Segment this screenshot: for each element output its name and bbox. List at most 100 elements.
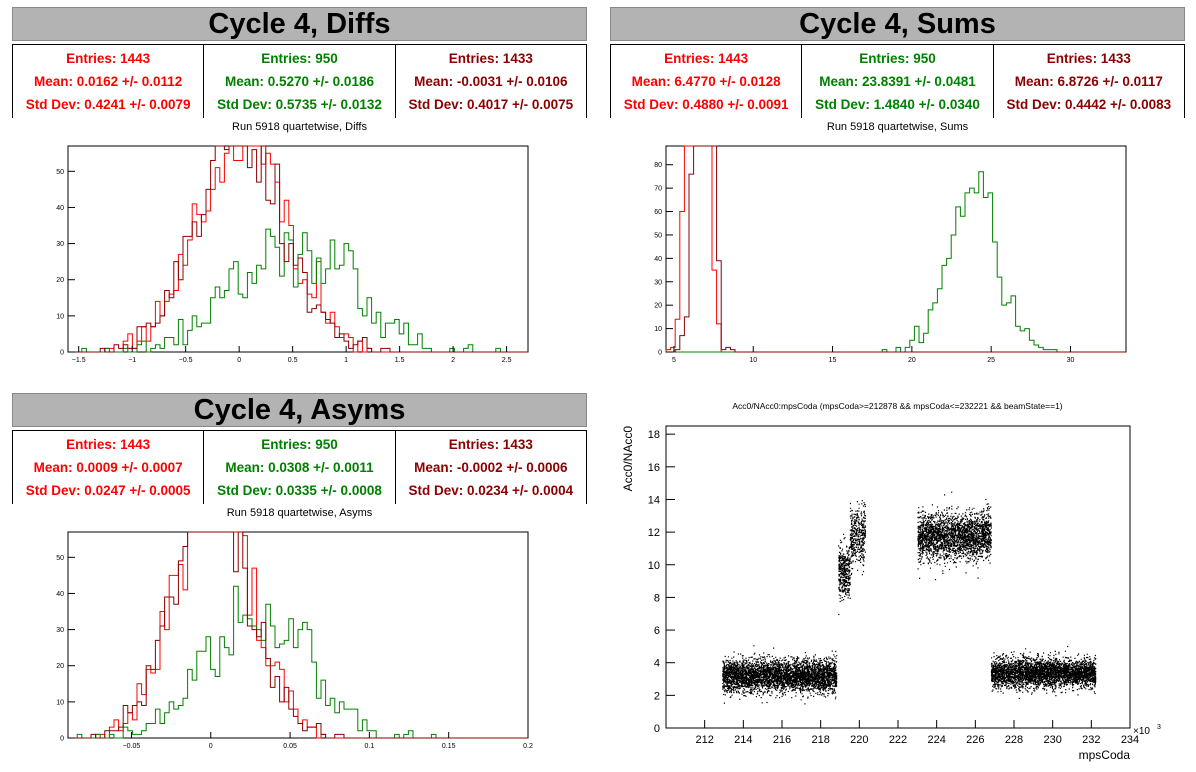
x-tick-label: 20 [908,357,916,364]
x-tick-label: 0 [237,357,241,364]
histogram-series-line [68,145,528,353]
y-tick-label: 40 [56,591,64,598]
stat-std: Std Dev: 0.0247 +/- 0.0005 [25,483,191,498]
y-tick-label: 0 [60,350,64,357]
y-tick-label: 80 [654,162,662,169]
y-tick-label: 0 [654,723,660,735]
diffs-stat-box-1: Entries: 1443 Mean: 0.0162 +/- 0.0112 St… [13,44,205,118]
y-tick-label: 20 [56,277,64,284]
x-tick-label: −1 [128,357,136,364]
stat-mean: Mean: -0.0031 +/- 0.0106 [414,74,568,89]
diffs-subtitle: Run 5918 quartetwise, Diffs [232,121,367,133]
stat-mean: Mean: 6.4770 +/- 0.0128 [631,74,781,89]
stat-std: Std Dev: 0.0234 +/- 0.0004 [408,483,574,498]
y-tick-label: 30 [56,241,64,248]
y-axis-label: Acc0/NAcc0 [621,426,635,492]
x-tick-label: 2.5 [502,357,512,364]
y-tick-label: 10 [56,699,64,706]
asyms-stat-box-1: Entries: 1443 Mean: 0.0009 +/- 0.0007 St… [13,430,205,504]
plot-frame [67,531,529,739]
y-tick-label: 40 [654,256,662,263]
y-tick-label: 0 [658,350,662,357]
x-tick-label: 234 [1121,734,1139,746]
stat-std: Std Dev: 0.5735 +/- 0.0132 [217,97,382,112]
x-tick-label: 1 [344,357,348,364]
stat-mean: Mean: 23.8391 +/- 0.0481 [819,74,976,89]
y-tick-label: 60 [654,209,662,216]
x-tick-label: 15 [829,357,837,364]
histogram-series-line [666,145,1126,353]
x-tick-label: 224 [927,734,945,746]
asyms-subtitle: Run 5918 quartetwise, Asyms [226,507,373,519]
y-tick-label: 70 [654,186,662,193]
sums-subtitle: Run 5918 quartetwise, Sums [826,121,969,133]
scatter-title: Acc0/NAcc0:mpsCoda (mpsCoda>=212878 && m… [732,401,1063,411]
y-tick-label: 14 [648,494,660,506]
x-tick-label: 0.2 [523,743,533,750]
y-tick-label: 40 [56,205,64,212]
y-tick-label: 20 [56,663,64,670]
x-tick-label: 0.05 [283,743,297,750]
asyms-stats: Entries: 1443 Mean: 0.0009 +/- 0.0007 St… [12,430,587,504]
y-tick-label: 50 [654,232,662,239]
x-axis-exponent-power: 3 [1157,724,1161,731]
x-tick-label: 228 [1005,734,1023,746]
x-tick-label: 0.15 [442,743,456,750]
x-tick-label: 232 [1082,734,1100,746]
y-tick-label: 10 [654,326,662,333]
stat-std: Std Dev: 0.4880 +/- 0.0091 [623,97,789,112]
x-tick-label: −1.5 [72,357,86,364]
diffs-stats: Entries: 1443 Mean: 0.0162 +/- 0.0112 St… [12,44,587,118]
stat-mean: Mean: 0.5270 +/- 0.0186 [225,74,374,89]
x-tick-label: 212 [695,734,713,746]
plot-frame [67,145,529,353]
histogram-series-line [68,228,528,353]
x-tick-label: 25 [987,357,995,364]
acc0-scatter-plot: 212 214 216 218 220 222 224 226 228 230 232 234 0 2 4 6… [621,425,1161,762]
y-tick-label: 30 [56,627,64,634]
y-tick-label: 50 [56,555,64,562]
histogram-series-line [68,145,528,353]
x-tick-label: 0 [209,743,213,750]
asyms-stat-box-3: Entries: 1433 Mean: -0.0002 +/- 0.0006 S… [395,430,586,504]
y-tick-label: 0 [60,736,64,743]
y-tick-label: 50 [56,169,64,176]
stat-std: Std Dev: 0.4017 +/- 0.0075 [408,97,574,112]
asyms-histogram: −0.05 0 0.05 0.1 0.15 0.2 0 10 20 30 40 50 [56,531,533,750]
y-tick-label: 10 [56,313,64,320]
x-tick-label: 30 [1067,357,1075,364]
stat-entries: Entries: 1443 [66,51,151,66]
y-tick-label: 10 [648,560,660,572]
x-tick-label: 230 [1043,734,1061,746]
stat-mean: Mean: 0.0009 +/- 0.0007 [33,460,183,475]
x-tick-label: 218 [811,734,829,746]
stat-mean: Mean: 0.0162 +/- 0.0112 [34,74,183,89]
stat-entries: Entries: 1433 [448,437,533,452]
sums-stat-box-1: Entries: 1443 Mean: 6.4770 +/- 0.0128 St… [611,44,803,118]
x-tick-label: 214 [734,734,752,746]
x-tick-label: 10 [749,357,757,364]
x-tick-label: 226 [966,734,984,746]
sums-stats: Entries: 1443 Mean: 6.4770 +/- 0.0128 St… [610,44,1185,118]
asyms-title: Cycle 4, Asyms [12,393,587,427]
y-tick-label: 30 [654,279,662,286]
sums-stat-box-3: Entries: 1433 Mean: 6.8726 +/- 0.0117 St… [993,44,1184,118]
stat-entries: Entries: 950 [859,51,936,66]
x-axis-exponent: ×10 [1133,726,1150,737]
diffs-histogram: −1.5 −1 −0.5 0 0.5 1 1.5 2 2.5 0 10 20 30 40 50 [56,145,529,364]
y-tick-label: 12 [648,527,660,539]
x-tick-label: 0.5 [288,357,298,364]
x-tick-label: 5 [672,357,676,364]
x-tick-label: 222 [889,734,907,746]
sums-title: Cycle 4, Sums [610,7,1185,41]
y-tick-label: 6 [654,625,660,637]
stat-std: Std Dev: 0.0335 +/- 0.0008 [217,483,382,498]
x-axis-label: mpsCoda [1079,748,1131,762]
y-tick-label: 20 [654,303,662,310]
x-tick-label: −0.05 [123,743,141,750]
stat-mean: Mean: 6.8726 +/- 0.0117 [1014,74,1163,89]
sums-histogram: 5 10 15 20 25 30 0 10 20 30 40 50 60 70 80 [654,145,1127,364]
y-tick-label: 8 [654,592,660,604]
diffs-stat-box-2: Entries: 950 Mean: 0.5270 +/- 0.0186 Std… [204,44,396,118]
diffs-title: Cycle 4, Diffs [12,7,587,41]
